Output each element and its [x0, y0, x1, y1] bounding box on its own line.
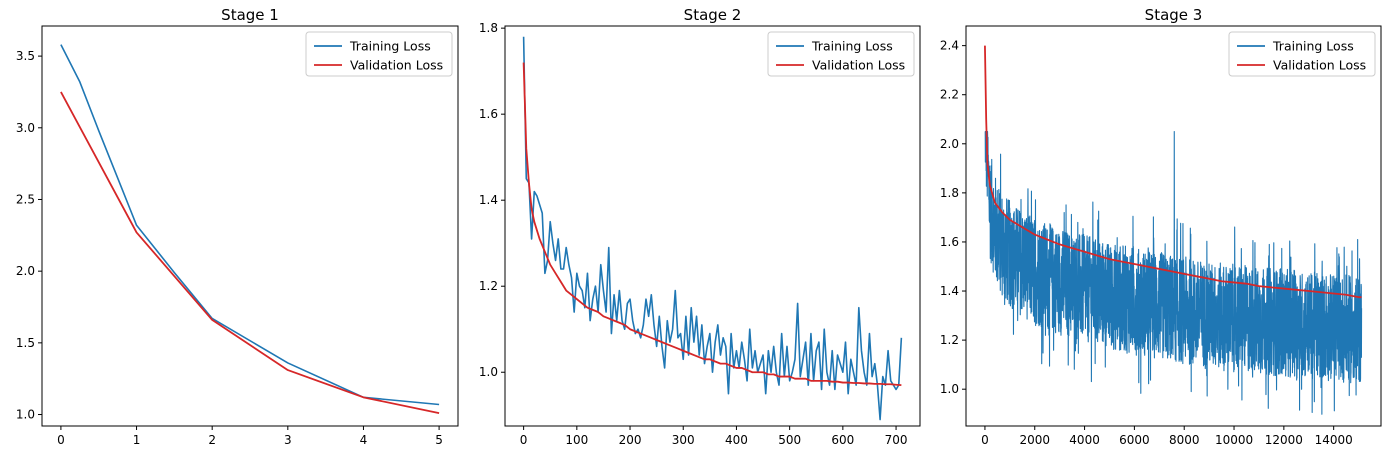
chart-stage-2: Stage 2 0 100 200 300 400 500 600 700 1.0 1.2 1.4 1.… — [479, 6, 921, 447]
legend-label-validation-loss: Validation Loss — [812, 58, 905, 73]
y-tick-label: 1.2 — [940, 333, 959, 347]
y-tick-label: 1.2 — [479, 279, 498, 293]
x-tick-label: 5 — [435, 433, 443, 447]
legend: Training Loss Validation Loss — [1228, 31, 1376, 77]
x-tick-label: 500 — [778, 433, 801, 447]
x-tick-label: 400 — [725, 433, 748, 447]
x-tick-label: 0 — [57, 433, 65, 447]
x-tick-label: 4 — [360, 433, 368, 447]
x-tick-label: 6000 — [1119, 433, 1150, 447]
y-tick-label: 1.6 — [479, 107, 498, 121]
series-line-validation-loss — [60, 91, 440, 414]
x-tick-label: 700 — [885, 433, 908, 447]
legend-box — [767, 31, 915, 77]
y-tick-label: 2.0 — [16, 264, 35, 278]
plot-frame — [41, 25, 459, 427]
x-tick-label: 0 — [520, 433, 528, 447]
x-tick-label: 3 — [284, 433, 292, 447]
y-tick-label: 1.5 — [16, 336, 35, 350]
plot-frame — [965, 25, 1382, 427]
chart-stage-1: Stage 1 0 1 2 3 4 5 1.0 1.5 2.0 2.5 3.0 3.5 Training … — [16, 6, 459, 447]
legend-label-training-loss: Training Loss — [1272, 39, 1354, 54]
y-tick-label: 1.0 — [16, 408, 35, 422]
legend-label-training-loss: Training Loss — [811, 39, 893, 54]
series-line-validation-loss — [984, 45, 1362, 299]
x-tick-label: 0 — [981, 433, 989, 447]
x-tick-label: 4000 — [1069, 433, 1100, 447]
chart-stage-3: Stage 3 0 2000 4000 6000 8000 10000 12000 14000 1… — [940, 6, 1382, 447]
x-tick-label: 2000 — [1019, 433, 1050, 447]
y-tick-label: 3.0 — [16, 121, 35, 135]
y-tick-label: 1.8 — [940, 186, 959, 200]
series-line-training-loss — [60, 44, 440, 406]
y-tick-label: 1.4 — [479, 193, 498, 207]
chart-title: Stage 2 — [684, 6, 742, 24]
y-tick-label: 1.4 — [940, 284, 959, 298]
y-tick-label: 1.6 — [940, 235, 959, 249]
series-line-training-loss — [522, 36, 903, 421]
x-tick-label: 10000 — [1215, 433, 1253, 447]
legend: Training Loss Validation Loss — [305, 31, 453, 77]
y-tick-label: 1.0 — [940, 382, 959, 396]
y-tick-label: 2.5 — [16, 192, 35, 206]
x-tick-label: 14000 — [1315, 433, 1353, 447]
plot-frame — [504, 25, 921, 427]
y-tick-label: 2.0 — [940, 137, 959, 151]
x-tick-label: 200 — [619, 433, 642, 447]
y-tick-label: 2.2 — [940, 88, 959, 102]
legend-box — [1228, 31, 1376, 77]
series-line-validation-loss — [522, 62, 902, 387]
chart-title: Stage 3 — [1145, 6, 1203, 24]
legend: Training Loss Validation Loss — [767, 31, 915, 77]
y-tick-label: 3.5 — [16, 49, 35, 63]
y-tick-label: 2.4 — [940, 39, 959, 53]
legend-label-validation-loss: Validation Loss — [1273, 58, 1366, 73]
legend-label-validation-loss: Validation Loss — [350, 58, 443, 73]
series-line-training-loss — [984, 130, 1363, 415]
x-tick-label: 8000 — [1169, 433, 1200, 447]
x-tick-label: 600 — [831, 433, 854, 447]
legend-box — [305, 31, 453, 77]
chart-title: Stage 1 — [221, 6, 279, 24]
x-tick-label: 100 — [565, 433, 588, 447]
y-tick-label: 1.8 — [479, 21, 498, 35]
x-tick-label: 2 — [208, 433, 216, 447]
x-tick-label: 12000 — [1265, 433, 1303, 447]
legend-label-training-loss: Training Loss — [349, 39, 431, 54]
y-tick-label: 1.0 — [479, 365, 498, 379]
x-tick-label: 1 — [133, 433, 141, 447]
x-tick-label: 300 — [672, 433, 695, 447]
